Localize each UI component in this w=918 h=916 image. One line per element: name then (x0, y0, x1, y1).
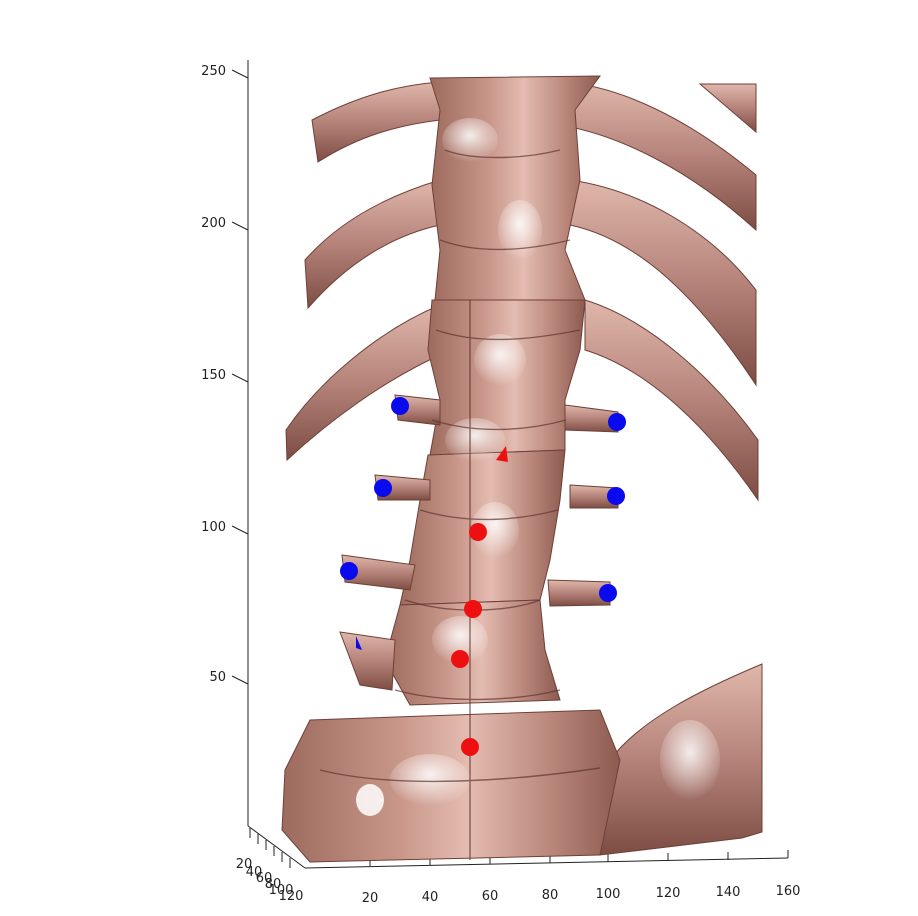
vertebral-column (281, 75, 621, 863)
shadow-line (444, 149, 561, 159)
z-tick-label: 100 (201, 520, 226, 535)
y-tick-label: 20 (236, 857, 253, 872)
x-tick-label: 120 (656, 886, 681, 901)
specular-highlights (356, 118, 720, 816)
y-tick-label: 100 (269, 883, 294, 898)
shadow-line (431, 419, 567, 431)
blue-landmark-marker (391, 397, 409, 415)
x-tick-label: 160 (776, 884, 801, 899)
blue-landmark-marker (608, 413, 626, 431)
blue-landmark-marker (356, 636, 362, 650)
z-tick (231, 69, 249, 79)
x-tick-labels: 20 40 60 80 100 120 140 160 (362, 884, 801, 906)
x-tick-label: 60 (482, 889, 499, 904)
rib-left-1 (311, 81, 441, 163)
y-tick-label: 80 (265, 877, 282, 892)
z-tick-labels: 250 200 150 100 50 (201, 64, 226, 685)
x-tick-label: 140 (716, 885, 741, 900)
y-tick-label: 40 (246, 865, 263, 880)
blue-landmark-marker (607, 487, 625, 505)
rib-left-2 (304, 179, 441, 310)
z-tick-label: 250 (201, 64, 226, 79)
x-tick-label: 100 (596, 887, 621, 902)
shadow-line (319, 767, 601, 783)
y-axis-line (247, 825, 306, 869)
z-tick (231, 675, 249, 685)
z-tick-label: 200 (201, 216, 226, 231)
transverse-process-right (547, 579, 611, 607)
shadow-line (419, 509, 559, 521)
highlight (432, 616, 488, 664)
y-tick-labels: 20 40 60 80 100 120 (236, 857, 304, 904)
highlight (390, 754, 470, 806)
red-landmark-marker (461, 738, 479, 756)
transverse-process-left (339, 631, 396, 691)
rib-right-2 (569, 179, 757, 387)
highlight (660, 720, 720, 800)
x-tick-label: 20 (362, 891, 379, 906)
thoracic-upper (429, 75, 601, 301)
red-landmark-marker (451, 650, 469, 668)
rib-left-3 (285, 304, 441, 462)
shadow-line (435, 329, 581, 341)
shadow-line (394, 689, 561, 701)
highlight (442, 118, 498, 162)
x-tick-label: 80 (542, 888, 559, 903)
y-tick-label: 120 (279, 889, 304, 904)
blue-landmarks (340, 397, 626, 650)
z-tick (231, 221, 249, 231)
red-landmarks (451, 446, 508, 756)
rib-right-1 (559, 81, 757, 232)
z-tick-label: 50 (209, 670, 226, 685)
highlight (471, 502, 519, 558)
highlight (445, 418, 505, 462)
blue-landmark-marker (340, 562, 358, 580)
x-axis-line (304, 857, 789, 869)
z-tick (231, 373, 249, 383)
transverse-process-right (564, 404, 619, 433)
shadow-line (439, 239, 571, 251)
red-landmark-marker (469, 523, 487, 541)
rib-right-3 (584, 299, 759, 502)
transverse-process-right (569, 484, 619, 509)
spine-render (281, 75, 763, 863)
z-tick (231, 525, 249, 535)
blue-landmark-marker (374, 479, 392, 497)
x-tick-label: 40 (422, 890, 439, 905)
highlight (356, 784, 384, 816)
red-landmark-marker (496, 446, 508, 462)
highlight (474, 334, 526, 386)
shadow-lines (319, 149, 601, 860)
axes (231, 60, 789, 869)
z-tick-label: 150 (201, 368, 226, 383)
rib-fragment-top-right (698, 83, 757, 134)
blue-landmark-marker (599, 584, 617, 602)
highlight (498, 200, 542, 260)
red-landmark-marker (464, 600, 482, 618)
y-tick-label: 60 (256, 871, 273, 886)
